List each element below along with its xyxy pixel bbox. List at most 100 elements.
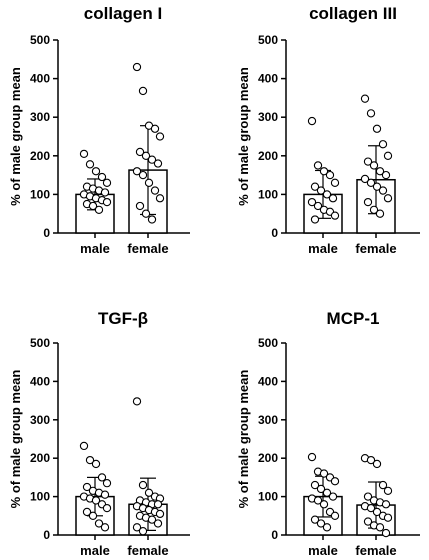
data-point: [91, 167, 101, 176]
data-point: [383, 151, 393, 160]
panel-title: collagen I: [84, 4, 162, 23]
data-point: [310, 480, 320, 490]
data-point: [85, 160, 95, 169]
data-point: [319, 500, 329, 509]
x-category-label: female: [355, 543, 396, 558]
y-tick-label: 300: [30, 110, 50, 124]
data-point: [372, 459, 382, 469]
data-point: [141, 209, 151, 218]
panel-title: MCP-1: [327, 309, 380, 328]
data-point: [88, 511, 98, 520]
data-point: [102, 479, 112, 488]
data-point: [310, 215, 320, 224]
data-point: [319, 469, 329, 478]
data-point: [132, 167, 142, 176]
data-point: [313, 161, 323, 170]
data-point: [366, 503, 376, 513]
data-point: [366, 109, 376, 118]
y-axis-label: % of male group mean: [8, 370, 23, 509]
data-point: [147, 155, 157, 164]
y-tick-label: 500: [258, 336, 278, 350]
data-point: [363, 197, 373, 207]
data-point: [138, 170, 148, 180]
data-point: [155, 509, 165, 519]
data-point: [155, 132, 165, 141]
y-tick-label: 300: [258, 413, 278, 427]
data-point: [369, 205, 379, 214]
data-point: [375, 209, 385, 218]
data-point: [102, 197, 112, 207]
y-tick-label: 0: [271, 226, 278, 240]
x-category-label: female: [355, 241, 396, 256]
y-tick-label: 500: [258, 33, 278, 47]
y-axis-label: % of male group mean: [236, 370, 251, 509]
y-tick-label: 200: [30, 451, 50, 465]
data-point: [132, 397, 142, 406]
data-point: [366, 178, 376, 187]
y-tick-label: 400: [30, 374, 50, 388]
data-point: [369, 161, 379, 170]
x-category-label: male: [80, 543, 110, 558]
data-point: [147, 215, 157, 224]
y-tick-label: 400: [30, 72, 50, 86]
data-point: [330, 211, 340, 220]
data-point: [147, 515, 157, 524]
data-point: [381, 170, 391, 180]
y-tick-label: 300: [258, 110, 278, 124]
data-point: [91, 496, 101, 505]
data-point: [322, 190, 332, 199]
y-axis-label: % of male group mean: [8, 67, 23, 206]
y-tick-label: 400: [258, 72, 278, 86]
x-category-label: male: [308, 543, 338, 558]
x-category-label: female: [127, 241, 168, 256]
data-point: [100, 188, 110, 197]
x-category-label: male: [308, 241, 338, 256]
data-point: [360, 174, 370, 184]
y-tick-label: 200: [258, 149, 278, 163]
data-point: [153, 159, 163, 168]
data-point: [153, 500, 163, 509]
data-point: [155, 194, 165, 203]
data-point: [322, 523, 332, 532]
data-point: [313, 201, 323, 211]
data-point: [100, 490, 110, 499]
data-point: [363, 492, 373, 501]
data-point: [132, 62, 142, 72]
data-point: [378, 480, 388, 490]
data-point: [330, 511, 340, 520]
data-point: [375, 523, 385, 532]
data-point: [378, 186, 388, 195]
y-tick-label: 200: [258, 451, 278, 465]
data-point: [307, 197, 317, 207]
data-point: [307, 452, 317, 462]
data-point: [88, 201, 98, 211]
data-point: [363, 157, 373, 166]
data-point: [328, 194, 338, 203]
data-point: [141, 151, 151, 160]
data-point: [97, 473, 107, 482]
data-point: [313, 496, 323, 505]
data-point: [372, 124, 382, 133]
data-point: [138, 480, 148, 490]
y-tick-label: 300: [30, 413, 50, 427]
data-point: [360, 94, 370, 103]
data-point: [383, 486, 393, 495]
data-point: [144, 488, 154, 497]
y-tick-label: 100: [30, 187, 50, 201]
data-point: [82, 507, 92, 517]
data-point: [381, 528, 391, 538]
y-tick-label: 100: [258, 490, 278, 504]
y-tick-label: 500: [30, 33, 50, 47]
data-point: [319, 167, 329, 176]
data-point: [135, 147, 145, 157]
data-point: [363, 517, 373, 526]
data-point: [100, 523, 110, 532]
panel-title: TGF-β: [98, 309, 148, 328]
data-point: [79, 149, 89, 159]
data-point: [375, 167, 385, 176]
data-point: [102, 503, 112, 513]
data-point: [330, 477, 340, 486]
data-point: [316, 519, 326, 528]
data-point: [310, 182, 320, 191]
